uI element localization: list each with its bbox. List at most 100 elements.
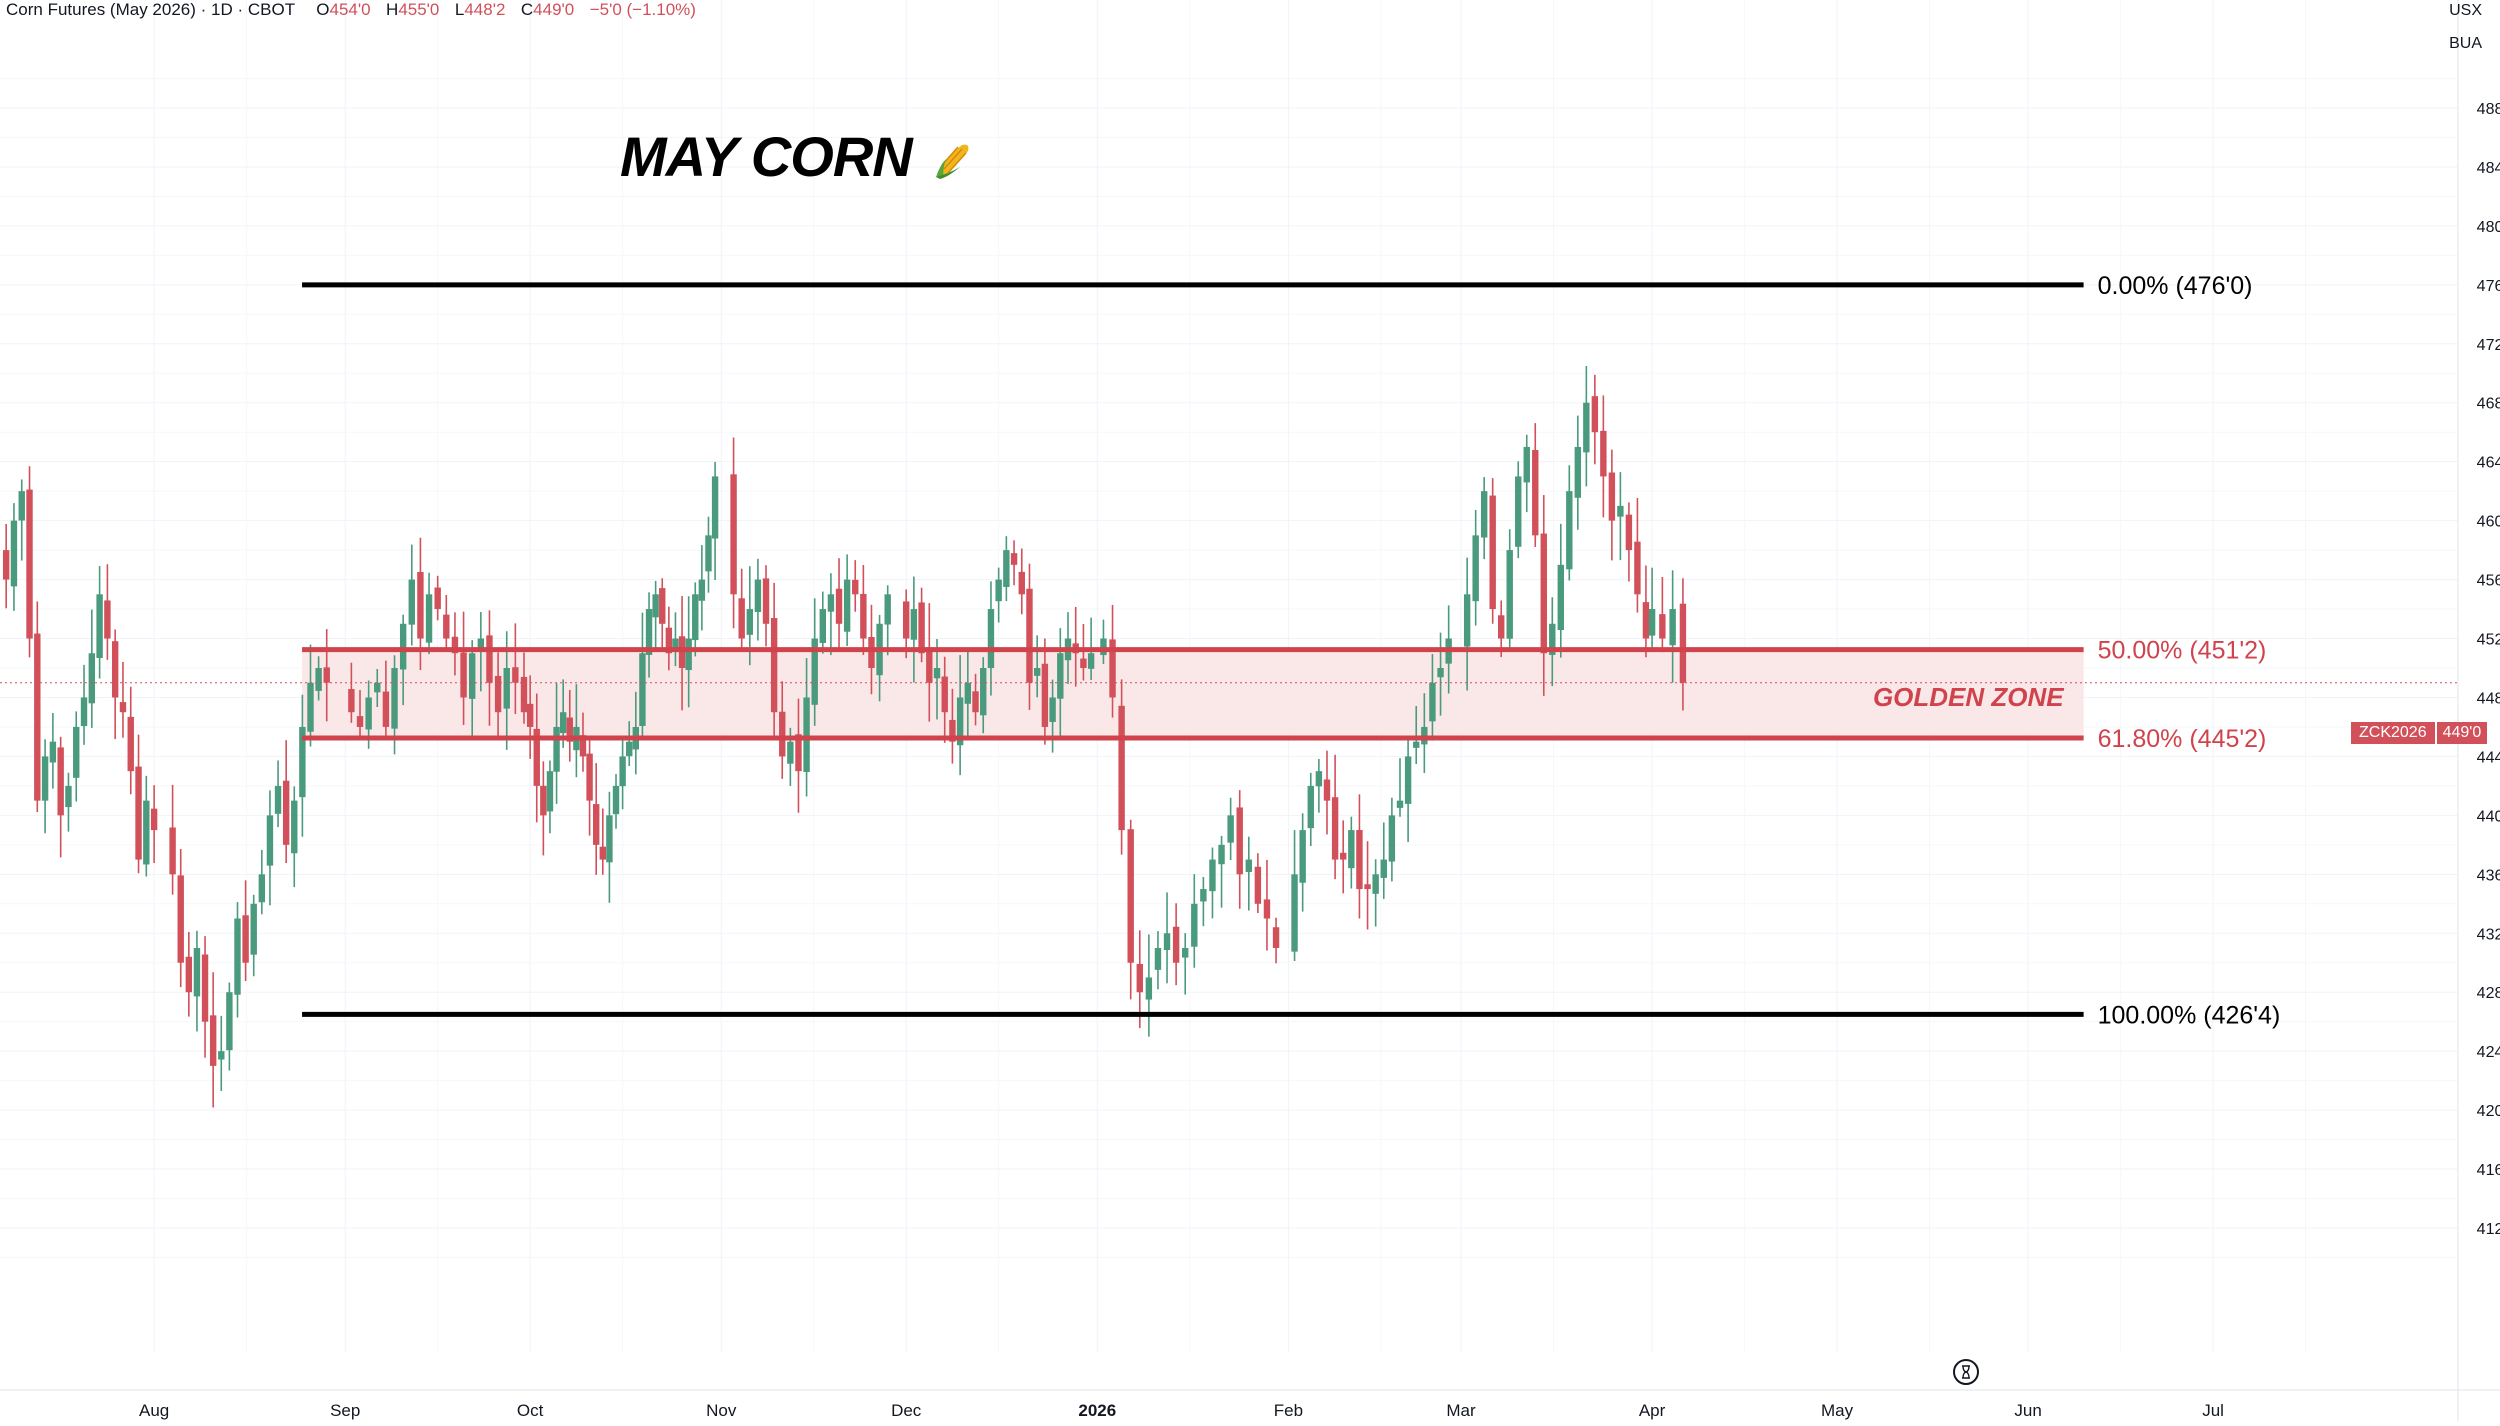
candle-down xyxy=(779,711,786,757)
x-tick-label: Nov xyxy=(706,1401,737,1420)
candle-up xyxy=(266,815,274,866)
candle-down xyxy=(1364,884,1371,890)
candle-up xyxy=(1506,550,1513,639)
candle-down xyxy=(1540,533,1547,654)
candle-up xyxy=(1291,874,1298,952)
candle-down xyxy=(659,588,666,624)
candle-down xyxy=(1172,926,1180,963)
candle-up xyxy=(1315,771,1323,787)
candle-down xyxy=(972,691,979,713)
y-tick-label: 424'0 xyxy=(2477,1044,2500,1061)
candle-up xyxy=(258,874,266,903)
candle-up xyxy=(1437,668,1444,678)
candle-up xyxy=(1413,741,1420,748)
candle-up xyxy=(754,579,762,612)
candle-down xyxy=(417,571,424,639)
candle-up xyxy=(1583,402,1590,453)
candle-up xyxy=(819,609,827,643)
candle-up xyxy=(987,609,995,669)
candle-up xyxy=(73,726,80,778)
candle-down xyxy=(135,766,142,860)
currency-unit[interactable]: USX xyxy=(2449,2,2482,19)
candle-down xyxy=(1263,899,1271,919)
y-tick-label: 464'0 xyxy=(2477,455,2500,472)
candle-down xyxy=(242,915,249,963)
fib-lines: 0.00% (476'0) 50.00% (451'2) 61.80% (445'2… xyxy=(302,272,2280,1029)
y-tick-label: 472'0 xyxy=(2477,337,2500,354)
candle-up xyxy=(1372,874,1379,894)
x-tick-label: Aug xyxy=(139,1401,169,1420)
candle-up xyxy=(226,992,233,1051)
candle-up xyxy=(503,668,510,709)
candle-up xyxy=(1429,682,1436,722)
candle-down xyxy=(512,667,519,683)
y-tick-label: 428'0 xyxy=(2477,985,2500,1002)
candle-up xyxy=(910,609,918,640)
candle-up xyxy=(1574,446,1582,498)
candle-down xyxy=(540,785,547,816)
timezone-icon[interactable] xyxy=(1953,1359,1979,1385)
candle-up xyxy=(1218,844,1225,865)
candle-up xyxy=(1307,785,1314,829)
candle-up xyxy=(425,594,433,643)
candle-up xyxy=(1549,623,1556,655)
candle-down xyxy=(762,578,770,624)
candle-up xyxy=(1669,609,1676,646)
header-legend: Corn Futures (May 2026) · 1D · CBOT O454… xyxy=(6,0,696,20)
chart-annotation-title: MAY CORN xyxy=(620,124,976,194)
candle-down xyxy=(382,691,390,727)
candle-up xyxy=(1227,815,1234,843)
candle-down xyxy=(860,593,867,639)
candle-down xyxy=(111,641,119,698)
candle-up xyxy=(698,579,706,601)
candle-up xyxy=(315,668,322,691)
candle-down xyxy=(949,719,956,742)
x-axis[interactable]: Aug Sep Oct Nov Dec 2026 Feb Mar Apr May Jun Jul xyxy=(139,1401,2224,1420)
candle-up xyxy=(1299,830,1306,883)
y-tick-label: 468'0 xyxy=(2477,396,2500,413)
candle-up xyxy=(1049,697,1056,722)
candle-down xyxy=(1127,829,1134,963)
x-tick-label: Sep xyxy=(330,1401,360,1420)
candle-down xyxy=(1659,614,1666,639)
y-tick-label: 416'0 xyxy=(2477,1162,2500,1179)
symbol-title[interactable]: Corn Futures (May 2026) · 1D · CBOT xyxy=(6,0,295,19)
candle-down xyxy=(1331,797,1339,860)
candle-down xyxy=(592,804,600,845)
candle-up xyxy=(291,800,298,854)
high-label: H xyxy=(386,0,399,19)
x-tick-label: May xyxy=(1821,1401,1854,1420)
candle-down xyxy=(1018,571,1025,595)
candle-down xyxy=(201,954,209,1022)
candle-down xyxy=(770,618,778,713)
title-text: MAY CORN xyxy=(620,125,913,188)
candle-up xyxy=(711,476,719,539)
y-tick-label: 484'0 xyxy=(2477,160,2500,177)
candle-down xyxy=(1600,430,1607,477)
y-tick-label: 488'0 xyxy=(2477,101,2500,118)
y-tick-label: 460'0 xyxy=(2477,514,2500,531)
candle-down xyxy=(1080,658,1087,668)
candle-up xyxy=(980,668,987,716)
fib-level-label: 0.00% (476'0) xyxy=(2098,272,2253,300)
candle-down xyxy=(1041,663,1049,727)
close-label: C xyxy=(520,0,534,19)
candle-down xyxy=(795,734,802,772)
last-price-tag[interactable]: ZCK2026 449'0 xyxy=(2351,722,2488,744)
candle-down xyxy=(127,716,134,772)
fib-golden-zone xyxy=(302,649,2084,738)
y-axis[interactable]: 488'0 484'0 480'0 476'0 472'0 468'0 464'0 460'0… xyxy=(2477,101,2500,1238)
candle-down xyxy=(1340,852,1347,860)
candle-up xyxy=(1191,903,1198,947)
candle-up xyxy=(645,609,653,655)
candle-down xyxy=(348,689,355,713)
candle-up xyxy=(1163,933,1171,951)
candle-up xyxy=(1463,594,1471,647)
candle-down xyxy=(918,602,925,654)
y-tick-label: 444'0 xyxy=(2477,749,2500,766)
candle-up xyxy=(884,594,891,625)
x-tick-label: Feb xyxy=(1274,1401,1303,1420)
candle-down xyxy=(520,676,528,713)
quantity-unit[interactable]: BUA xyxy=(2449,35,2482,52)
